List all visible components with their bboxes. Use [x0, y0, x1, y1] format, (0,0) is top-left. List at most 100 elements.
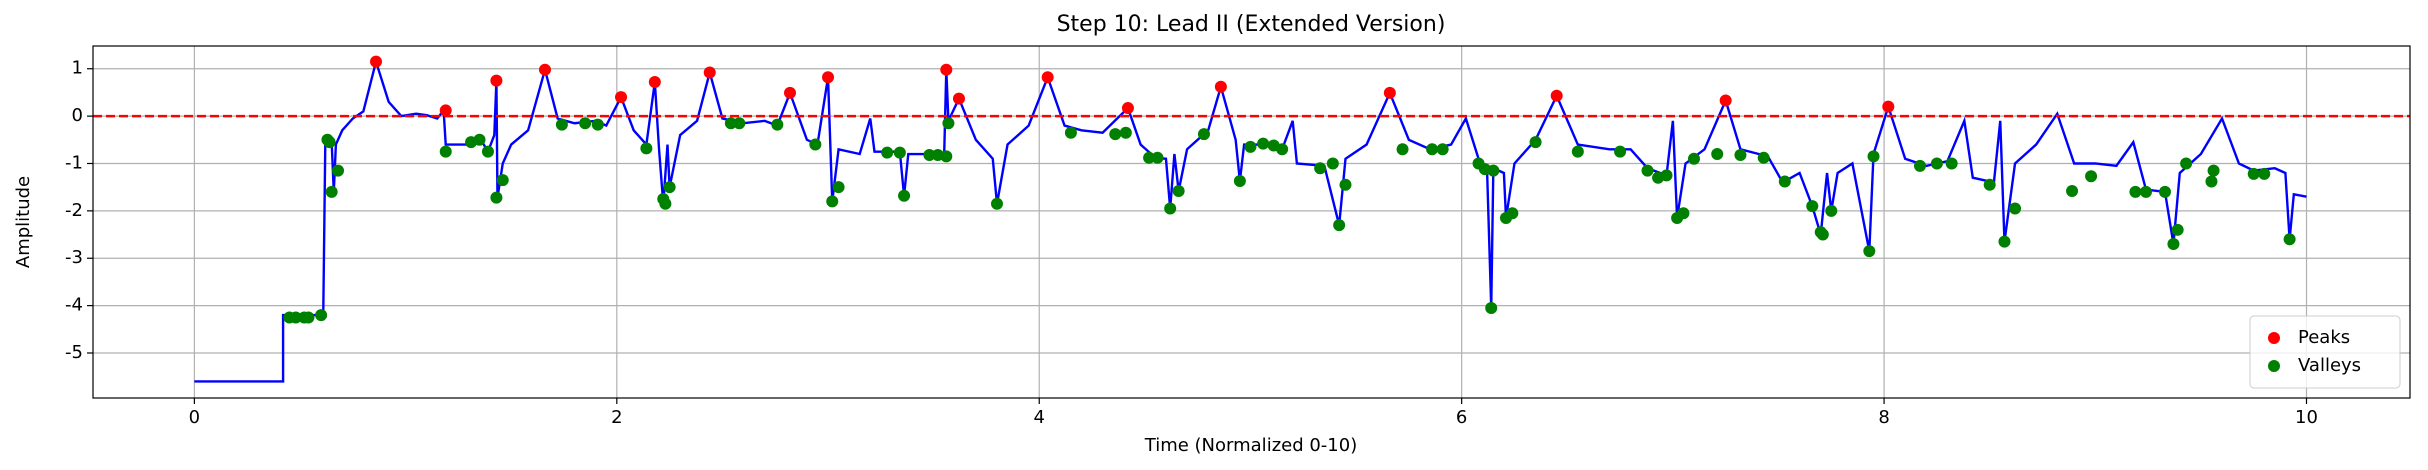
x-tick-label: 0	[189, 407, 200, 428]
point	[881, 146, 894, 159]
x-tick-label: 8	[1878, 407, 1889, 428]
point	[942, 117, 955, 130]
point	[1711, 148, 1724, 161]
point	[1825, 204, 1838, 217]
point	[289, 311, 302, 324]
point	[1529, 136, 1542, 149]
signal-line	[194, 57, 2307, 383]
point	[809, 138, 822, 151]
x-axis-label: Time (Normalized 0-10)	[1144, 435, 1357, 456]
point	[1487, 164, 1500, 177]
point	[1506, 207, 1519, 220]
plot-frame	[92, 45, 2411, 399]
legend-label: Peaks	[2298, 327, 2350, 348]
point	[1151, 151, 1164, 164]
point	[1882, 100, 1895, 113]
point	[1244, 140, 1257, 153]
y-axis-label: Amplitude	[13, 176, 34, 268]
point	[1719, 94, 1732, 107]
point	[2167, 238, 2180, 251]
point	[1641, 164, 1654, 177]
point	[1550, 89, 1563, 102]
point	[940, 63, 953, 76]
point	[1677, 207, 1690, 220]
point	[1214, 80, 1227, 93]
y-tick-label: -3	[65, 247, 83, 268]
point	[1383, 86, 1396, 99]
point	[733, 117, 746, 130]
point	[832, 181, 845, 194]
point	[1913, 159, 1926, 172]
point	[1436, 143, 1449, 156]
point	[1983, 178, 1996, 191]
y-tick-label: -2	[65, 200, 83, 221]
point	[990, 197, 1003, 210]
point	[473, 133, 486, 146]
point	[439, 145, 452, 158]
y-tick-label: -4	[65, 295, 83, 316]
point	[724, 117, 737, 130]
point	[1333, 219, 1346, 232]
point	[640, 142, 653, 155]
point	[1121, 102, 1134, 115]
point	[893, 146, 906, 159]
point	[325, 185, 338, 198]
point	[940, 150, 953, 163]
legend-marker	[2268, 332, 2280, 344]
point	[2085, 170, 2098, 183]
point	[771, 118, 784, 131]
point	[2258, 167, 2271, 180]
point	[1233, 175, 1246, 188]
point	[1867, 150, 1880, 163]
point	[615, 91, 628, 104]
point	[703, 66, 716, 79]
y-tick-label: 1	[72, 58, 83, 79]
point	[1863, 245, 1876, 258]
point	[1119, 126, 1132, 139]
point	[2207, 164, 2220, 177]
point	[1426, 143, 1439, 156]
point	[1257, 137, 1270, 150]
y-tick-label: 0	[72, 105, 83, 126]
point	[496, 174, 509, 187]
point	[302, 311, 315, 324]
point	[659, 197, 672, 210]
y-tick-label: -5	[65, 342, 83, 363]
point	[1571, 145, 1584, 158]
point	[2171, 223, 2184, 236]
point	[1041, 71, 1054, 84]
x-tick-label: 4	[1034, 407, 1045, 428]
point	[490, 191, 503, 204]
point	[2009, 202, 2022, 215]
point	[952, 92, 965, 105]
legend-marker	[2268, 360, 2280, 372]
point	[1778, 175, 1791, 188]
point	[1339, 178, 1352, 191]
point	[439, 104, 452, 117]
point	[481, 145, 494, 158]
point	[1143, 151, 1156, 164]
point	[490, 74, 503, 87]
point	[1734, 148, 1747, 161]
point	[1998, 235, 2011, 248]
y-tick-label: -1	[65, 152, 83, 173]
point	[591, 118, 604, 131]
point	[648, 76, 661, 89]
point	[315, 309, 328, 322]
point	[1164, 202, 1177, 215]
point	[1945, 157, 1958, 170]
point	[1806, 200, 1819, 213]
point	[538, 63, 551, 76]
point	[2139, 185, 2152, 198]
point	[2066, 184, 2079, 197]
point	[1757, 151, 1770, 164]
point	[2205, 175, 2218, 188]
point	[923, 148, 936, 161]
point	[1660, 169, 1673, 182]
point	[826, 195, 839, 208]
x-tick-label: 6	[1456, 407, 1467, 428]
point	[1614, 145, 1627, 158]
point	[898, 189, 911, 202]
